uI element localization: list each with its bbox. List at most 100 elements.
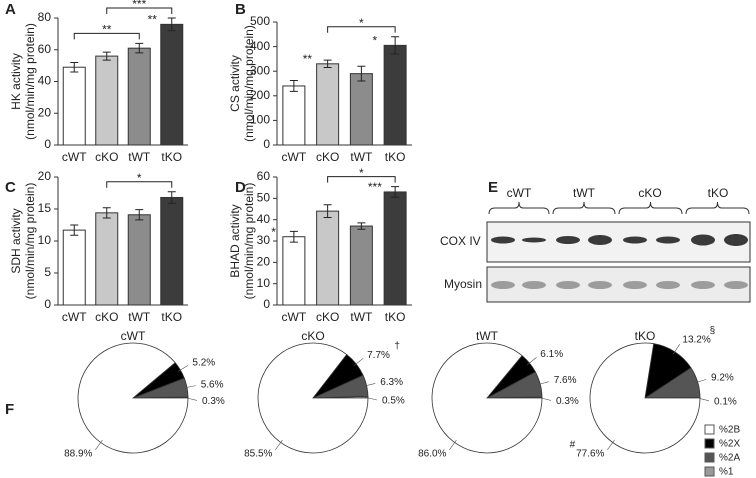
significance-mark: * [137, 171, 142, 185]
y-axis-label: (nmol/min/mg protein) [242, 25, 256, 142]
x-tick-label: cKO [316, 150, 339, 164]
y-tick-label: 20 [38, 105, 52, 119]
value-label: 13.2% [682, 335, 710, 346]
legend-label: %2X [719, 439, 740, 450]
band [724, 234, 748, 246]
pie-slice [257, 342, 369, 454]
leader-line [537, 381, 549, 386]
significance-bracket [327, 26, 396, 33]
leader-line [526, 357, 537, 366]
y-tick-label: 0 [263, 137, 270, 151]
bar [62, 66, 86, 146]
pie-annotation: † [394, 341, 400, 352]
leader-line [694, 379, 707, 384]
significance-bracket [73, 32, 140, 40]
significance-bracket [106, 7, 173, 14]
pie-annotation: § [710, 326, 716, 337]
value-label: 88.9% [64, 448, 92, 459]
value-label: 5.6% [201, 379, 224, 390]
error-bar [70, 224, 79, 236]
y-axis-label: SDH activity [9, 208, 23, 273]
band [491, 281, 515, 289]
error-bar [102, 51, 111, 61]
value-label: 86.0% [418, 448, 446, 459]
leader-line [275, 439, 283, 450]
significance-bracket [106, 181, 173, 188]
leader-line [353, 358, 364, 366]
legend-swatch [704, 424, 715, 435]
y-tick-label: 80 [38, 10, 52, 24]
legend-swatch [704, 452, 715, 463]
x-tick-label: tWT [128, 310, 151, 324]
band [623, 236, 647, 244]
y-tick-label: 15 [38, 201, 52, 215]
blot-row-label: COX IV [440, 234, 481, 248]
value-label: 85.5% [244, 448, 272, 459]
y-tick-label: 400 [250, 39, 270, 53]
band [623, 281, 647, 289]
bar [349, 225, 373, 306]
pie-slice [431, 342, 543, 454]
x-tick-label: tKO [161, 310, 182, 324]
x-tick-label: cWT [62, 150, 87, 164]
leader-line [607, 439, 615, 450]
bar [160, 23, 184, 146]
error-bar [70, 61, 79, 73]
value-label: 0.1% [714, 396, 737, 407]
error-bar [289, 80, 298, 92]
error-bar [102, 207, 111, 219]
value-label: 7.7% [367, 350, 390, 361]
pie-title: cKO [301, 329, 324, 343]
x-tick-label: cWT [282, 310, 307, 324]
band [691, 234, 715, 246]
brace [552, 201, 616, 215]
error-bar [167, 191, 176, 204]
x-tick-label: cKO [95, 310, 118, 324]
y-tick-label: 10 [38, 233, 52, 247]
bar [383, 44, 407, 146]
x-tick-label: cWT [62, 310, 87, 324]
bar [316, 210, 340, 306]
error-bar [135, 209, 144, 221]
legend-swatch [704, 438, 715, 449]
band [691, 281, 715, 289]
panel-label: B [235, 1, 246, 18]
bar [95, 55, 119, 146]
y-tick-label: 0 [263, 297, 270, 311]
bar [383, 191, 407, 306]
value-label: 0.5% [382, 396, 405, 407]
y-tick-label: 60 [38, 42, 52, 56]
y-tick-label: 0 [44, 137, 51, 151]
blot-group-label: cWT [507, 186, 532, 200]
significance-bracket [327, 176, 396, 183]
y-axis-label: (nmol/min/mg protein) [23, 183, 37, 300]
x-tick-label: cKO [95, 150, 118, 164]
bar [62, 229, 86, 306]
leader-line [672, 344, 680, 355]
error-bar [167, 17, 176, 32]
value-label: 0.3% [202, 396, 225, 407]
leader-line [183, 385, 196, 389]
significance-mark: * [373, 34, 378, 48]
panel-label: C [5, 179, 16, 196]
band [656, 236, 680, 244]
leader-line [363, 383, 376, 387]
x-tick-label: tWT [128, 150, 151, 164]
bar [349, 73, 373, 146]
significance-mark: * [359, 166, 364, 180]
y-tick-label: 10 [257, 276, 271, 290]
error-bar [357, 222, 366, 230]
panel-label: D [235, 179, 246, 196]
error-bar [391, 186, 400, 198]
leader-line [177, 365, 189, 372]
bar [95, 212, 119, 306]
pie-slice [589, 342, 701, 454]
band [522, 237, 546, 243]
bar [127, 47, 151, 146]
brace [685, 201, 750, 215]
band [522, 281, 546, 289]
error-bar [323, 59, 332, 69]
bar [282, 85, 306, 146]
blot-group-label: cKO [638, 186, 661, 200]
